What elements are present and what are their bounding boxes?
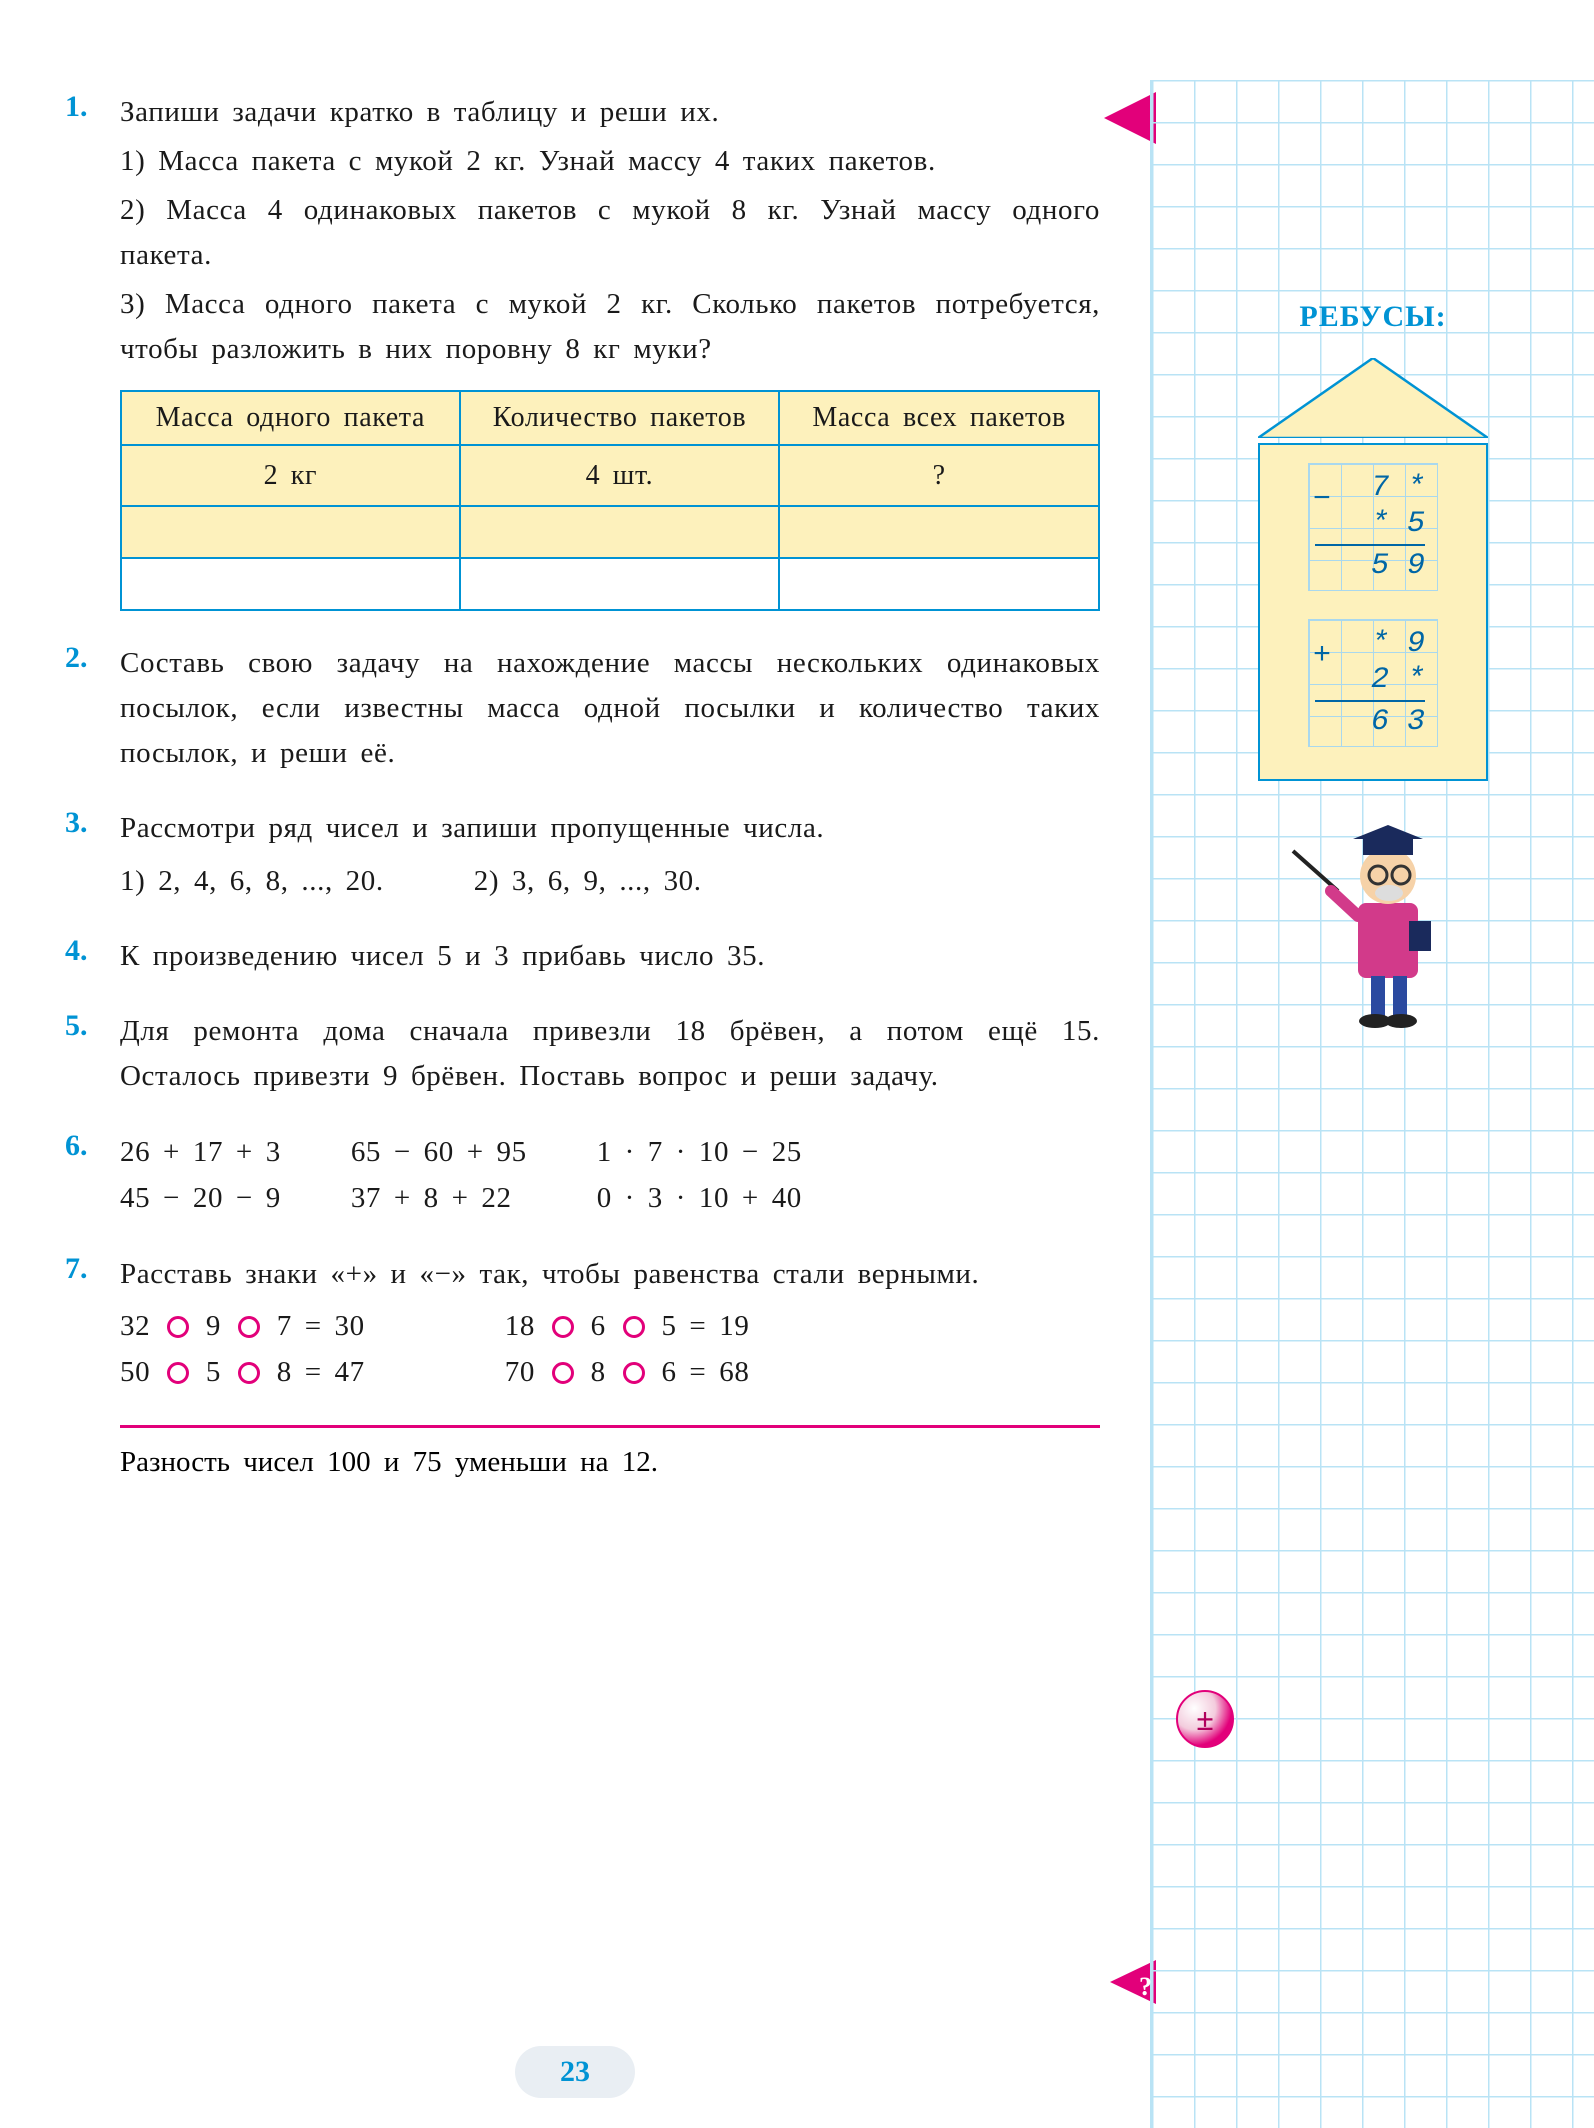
table-cell: 4 шт. (460, 445, 780, 506)
task-3-body: Рассмотри ряд чисел и запиши пропущенные… (120, 806, 1100, 851)
table-header-1: Масса одного пакета (121, 391, 460, 445)
operator-blank-icon (238, 1362, 260, 1384)
task-3: 3. Рассмотри ряд чисел и запиши пропущен… (120, 806, 1100, 904)
expr: 65 − 60 + 95 (351, 1129, 527, 1175)
task-number: 4. (65, 934, 88, 968)
task-5-body: Для ремонта дома сначала привезли 18 брё… (120, 1009, 1100, 1099)
sidebar: РЕБУСЫ: −7 * * 5 5 9 +* 9 2 * 6 3 (1150, 80, 1594, 2128)
task-1-p1: 1) Масса пакета с мукой 2 кг. Узнай масс… (120, 139, 1100, 184)
page-number-badge: 23 (515, 2046, 635, 2098)
task-number: 1. (65, 90, 88, 124)
task-7-body: Расставь знаки «+» и «−» так, чтобы раве… (120, 1252, 1100, 1297)
equation-2: 50 5 8 = 47 (120, 1349, 365, 1395)
equation-4: 70 8 6 = 68 (505, 1349, 750, 1395)
task-1: 1. Запиши задачи кратко в таблицу и реши… (120, 90, 1100, 611)
task-4: 4. К произведению чисел 5 и 3 прибавь чи… (120, 934, 1100, 979)
task-number: 5. (65, 1009, 88, 1043)
sequence-1: 1) 2, 4, 6, 8, ..., 20. (120, 859, 384, 904)
expr: 45 − 20 − 9 (120, 1175, 281, 1221)
equation-3: 18 6 5 = 19 (505, 1303, 750, 1349)
operator-blank-icon (167, 1362, 189, 1384)
pointer-arrow-icon (1104, 92, 1156, 144)
task-1-p3: 3) Масса одного пакета с мукой 2 кг. Ско… (120, 282, 1100, 372)
operator-blank-icon (552, 1362, 574, 1384)
operator-blank-icon (552, 1316, 574, 1338)
house-roof-icon (1258, 358, 1488, 438)
task-2: 2. Составь свою задачу на нахождение мас… (120, 641, 1100, 776)
operator-blank-icon (623, 1362, 645, 1384)
expr: 0 · 3 · 10 + 40 (597, 1175, 802, 1221)
footer-question: Разность чисел 100 и 75 уменьши на 12. (120, 1446, 1100, 1479)
task-7: 7. Расставь знаки «+» и «−» так, чтобы р… (120, 1252, 1100, 1396)
task-number: 6. (65, 1129, 88, 1163)
rebus-house: −7 * * 5 5 9 +* 9 2 * 6 3 (1258, 358, 1488, 781)
operator-blank-icon (238, 1316, 260, 1338)
task-2-body: Составь свою задачу на нахождение массы … (120, 641, 1100, 776)
table-cell: ? (779, 445, 1099, 506)
main-content: 1. Запиши задачи кратко в таблицу и реши… (0, 0, 1150, 2128)
task-number: 2. (65, 641, 88, 675)
rebus-heading: РЕБУСЫ: (1152, 300, 1594, 334)
table-header-2: Количество пакетов (460, 391, 780, 445)
expr: 37 + 8 + 22 (351, 1175, 527, 1221)
task-6: 6. 26 + 17 + 3 45 − 20 − 9 65 − 60 + 95 … (120, 1129, 1100, 1222)
operator-blank-icon (623, 1316, 645, 1338)
professor-mascot-icon (1283, 821, 1463, 1031)
expr: 26 + 17 + 3 (120, 1129, 281, 1175)
table-cell: 2 кг (121, 445, 460, 506)
divider (120, 1425, 1100, 1428)
task-5: 5. Для ремонта дома сначала привезли 18 … (120, 1009, 1100, 1099)
equation-1: 32 9 7 = 30 (120, 1303, 365, 1349)
rebus-1: −7 * * 5 5 9 (1308, 463, 1438, 591)
rebus-2: +* 9 2 * 6 3 (1308, 619, 1438, 747)
task-4-body: К произведению чисел 5 и 3 прибавь число… (120, 934, 1100, 979)
task-number: 7. (65, 1252, 88, 1286)
operator-blank-icon (167, 1316, 189, 1338)
plus-minus-badge-icon: ± (1176, 1690, 1234, 1748)
expr: 1 · 7 · 10 − 25 (597, 1129, 802, 1175)
task-1-intro: Запиши задачи кратко в таблицу и реши их… (120, 90, 1100, 135)
task-1-p2: 2) Масса 4 одинаковых пакетов с мукой 8 … (120, 188, 1100, 278)
table-header-3: Масса всех пакетов (779, 391, 1099, 445)
mass-table: Масса одного пакета Количество пакетов М… (120, 390, 1100, 612)
task-number: 3. (65, 806, 88, 840)
question-mark-icon: ? (1139, 1972, 1152, 2002)
sequence-2: 2) 3, 6, 9, ..., 30. (474, 859, 702, 904)
